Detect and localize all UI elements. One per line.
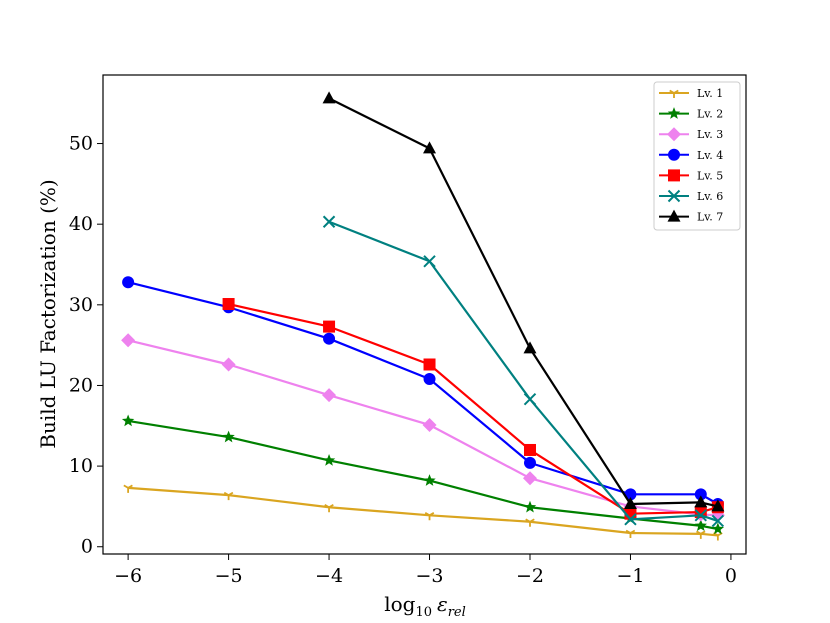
series-line [328, 220, 719, 522]
y-tick-label: 0 [81, 536, 93, 558]
legend-label: Lv. 7 [697, 211, 723, 224]
data-point [424, 512, 435, 521]
data-point [523, 392, 537, 406]
legend-marker [668, 148, 680, 161]
x-tick-label: −1 [616, 565, 644, 587]
x-axis-label-symbol-subscript: rel [448, 605, 466, 620]
data-point [423, 373, 436, 386]
x-tick-label: −5 [215, 565, 243, 587]
legend-item: Lv. 5 [659, 169, 723, 182]
data-point [694, 509, 707, 522]
legend-item: Lv. 6 [659, 189, 723, 203]
x-tick-label: −2 [516, 565, 544, 587]
x-axis-label-base-subscript: 10 [415, 605, 432, 620]
data-point [522, 471, 537, 486]
data-point [423, 358, 436, 371]
data-point [422, 417, 437, 432]
data-point [624, 513, 637, 526]
legend-box [653, 81, 741, 231]
y-tick-label: 50 [69, 133, 93, 155]
data-point [223, 491, 234, 501]
series-layer [121, 91, 725, 541]
data-point [711, 514, 725, 528]
data-point [694, 495, 708, 508]
series-7 [322, 91, 725, 512]
legend-label: Lv. 2 [697, 108, 723, 121]
data-point [322, 215, 336, 228]
series-line [127, 419, 719, 531]
data-point [694, 488, 707, 501]
legend-item: Lv. 3 [659, 127, 723, 142]
y-tick-label: 20 [69, 374, 93, 396]
data-point [423, 474, 436, 486]
x-axis-label-symbol: ε [437, 592, 448, 616]
x-axis: −6 −5 −4 −3 −2 −1 0 [114, 554, 737, 587]
data-point [323, 332, 336, 345]
series-line [128, 486, 718, 537]
x-axis-label: log10 εrel [384, 592, 466, 620]
data-point [324, 503, 334, 513]
data-point [222, 298, 235, 311]
data-point [694, 519, 707, 532]
legend-item: Lv. 2 [659, 107, 723, 121]
legend-item: Lv. 4 [659, 148, 723, 162]
data-point [123, 484, 133, 493]
data-point [711, 522, 725, 535]
legend-marker [667, 127, 681, 142]
legend-entries: Lv. 1 Lv. 2 Lv. 3 Lv. 4 Lv. 5 Lv. 6 Lv. 7 [659, 87, 723, 224]
y-axis: 0 10 20 30 40 50 [69, 133, 103, 558]
legend-label: Lv. 4 [697, 149, 723, 162]
data-point [623, 497, 637, 510]
series-1 [123, 484, 723, 541]
plot-area [103, 75, 746, 554]
data-point [322, 91, 336, 104]
data-point [525, 518, 535, 527]
series-line [127, 281, 719, 505]
data-point [121, 333, 136, 348]
legend: Lv. 1 Lv. 2 Lv. 3 Lv. 4 Lv. 5 Lv. 6 Lv. 7 [653, 81, 741, 231]
data-point [423, 141, 437, 154]
data-point [221, 357, 236, 372]
legend-label: Lv. 5 [697, 169, 723, 182]
x-tick-label: −3 [416, 565, 444, 587]
y-tick-label: 10 [69, 455, 93, 477]
data-point [523, 443, 536, 456]
legend-marker [669, 89, 679, 98]
plot-frame [102, 74, 747, 555]
series-6 [322, 215, 725, 528]
y-axis-label: Build LU Factorization (%) [36, 179, 60, 448]
legend-marker [667, 209, 681, 222]
data-point [696, 530, 706, 539]
y-tick-label: 30 [69, 294, 93, 316]
x-tick-label: −6 [114, 565, 142, 587]
data-point [322, 453, 336, 466]
legend-label: Lv. 3 [697, 128, 723, 141]
x-tick-label: 0 [725, 565, 737, 587]
legend-item: Lv. 7 [659, 209, 723, 224]
data-point [222, 430, 235, 443]
data-point [121, 414, 135, 427]
data-point [423, 255, 436, 268]
data-point [322, 388, 337, 403]
data-point [523, 456, 536, 469]
legend-marker [668, 169, 680, 182]
legend-item: Lv. 1 [659, 87, 723, 100]
data-point [122, 276, 135, 289]
legend-marker [667, 107, 681, 119]
legend-marker [667, 189, 681, 203]
data-point [711, 499, 725, 512]
data-point [323, 320, 336, 333]
data-point [523, 500, 537, 513]
data-point [523, 341, 537, 354]
legend-label: Lv. 1 [697, 87, 723, 100]
data-point [625, 529, 636, 539]
legend-label: Lv. 6 [697, 190, 723, 203]
x-tick-label: −4 [315, 565, 343, 587]
y-tick-label: 40 [69, 213, 93, 235]
x-axis-label-base: log [384, 592, 415, 616]
